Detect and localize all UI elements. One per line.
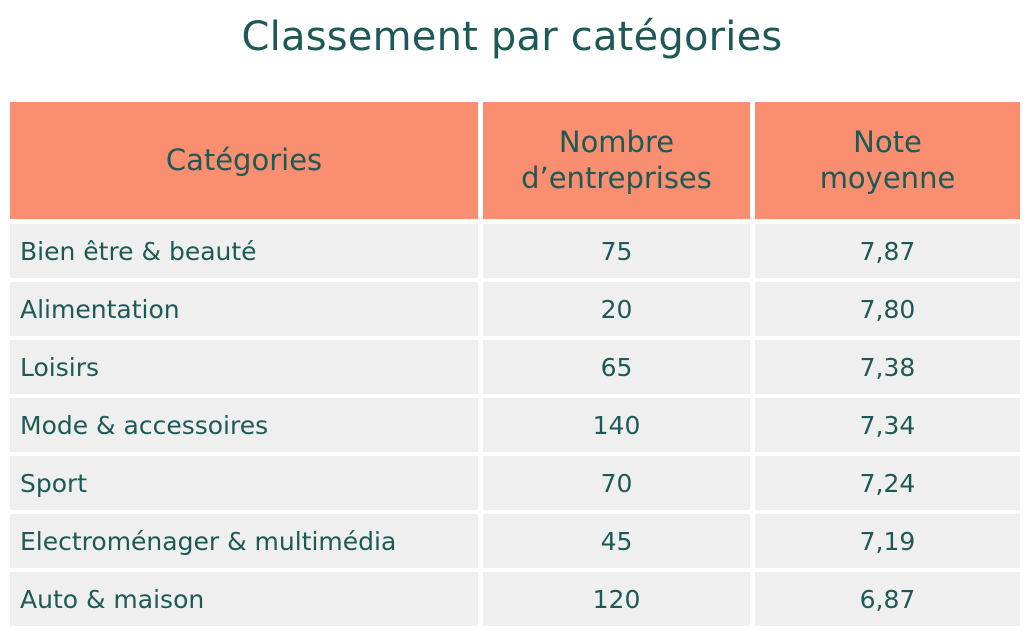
- category-cell: Sport: [10, 456, 478, 510]
- category-cell: Electroménager & multimédia: [10, 514, 478, 568]
- table-row: Alimentation 20 7,80: [10, 282, 1020, 336]
- company-count-cell: 75: [483, 224, 750, 278]
- average-rating-cell: 7,38: [755, 340, 1020, 394]
- company-count-cell: 70: [483, 456, 750, 510]
- table-body: Bien être & beauté 75 7,87 Alimentation 20 7,…: [10, 224, 1020, 626]
- average-rating-cell: 7,87: [755, 224, 1020, 278]
- average-rating-cell: 7,24: [755, 456, 1020, 510]
- table-row: Loisirs 65 7,38: [10, 340, 1020, 394]
- header-label: Note moyenne: [819, 125, 956, 195]
- average-rating-cell: 7,19: [755, 514, 1020, 568]
- header-label: Nombre d’entreprises: [521, 125, 712, 195]
- table-row: Auto & maison 120 6,87: [10, 572, 1020, 626]
- average-rating-cell: 7,34: [755, 398, 1020, 452]
- company-count-cell: 45: [483, 514, 750, 568]
- average-rating-cell: 6,87: [755, 572, 1020, 626]
- company-count-cell: 120: [483, 572, 750, 626]
- category-ranking-table: Catégories Nombre d’entreprises Note moy…: [10, 102, 1020, 630]
- header-label: Catégories: [165, 142, 323, 177]
- category-cell: Loisirs: [10, 340, 478, 394]
- average-rating-cell: 7,80: [755, 282, 1020, 336]
- header-categories: Catégories: [10, 102, 478, 219]
- category-cell: Alimentation: [10, 282, 478, 336]
- header-company-count: Nombre d’entreprises: [483, 102, 750, 219]
- table-header-row: Catégories Nombre d’entreprises Note moy…: [10, 102, 1020, 219]
- table-row: Electroménager & multimédia 45 7,19: [10, 514, 1020, 568]
- table-row: Mode & accessoires 140 7,34: [10, 398, 1020, 452]
- company-count-cell: 140: [483, 398, 750, 452]
- category-cell: Mode & accessoires: [10, 398, 478, 452]
- table-row: Bien être & beauté 75 7,87: [10, 224, 1020, 278]
- category-cell: Bien être & beauté: [10, 224, 478, 278]
- company-count-cell: 20: [483, 282, 750, 336]
- table-row: Sport 70 7,24: [10, 456, 1020, 510]
- category-cell: Auto & maison: [10, 572, 478, 626]
- header-average-rating: Note moyenne: [755, 102, 1020, 219]
- company-count-cell: 65: [483, 340, 750, 394]
- page-title: Classement par catégories: [241, 14, 783, 60]
